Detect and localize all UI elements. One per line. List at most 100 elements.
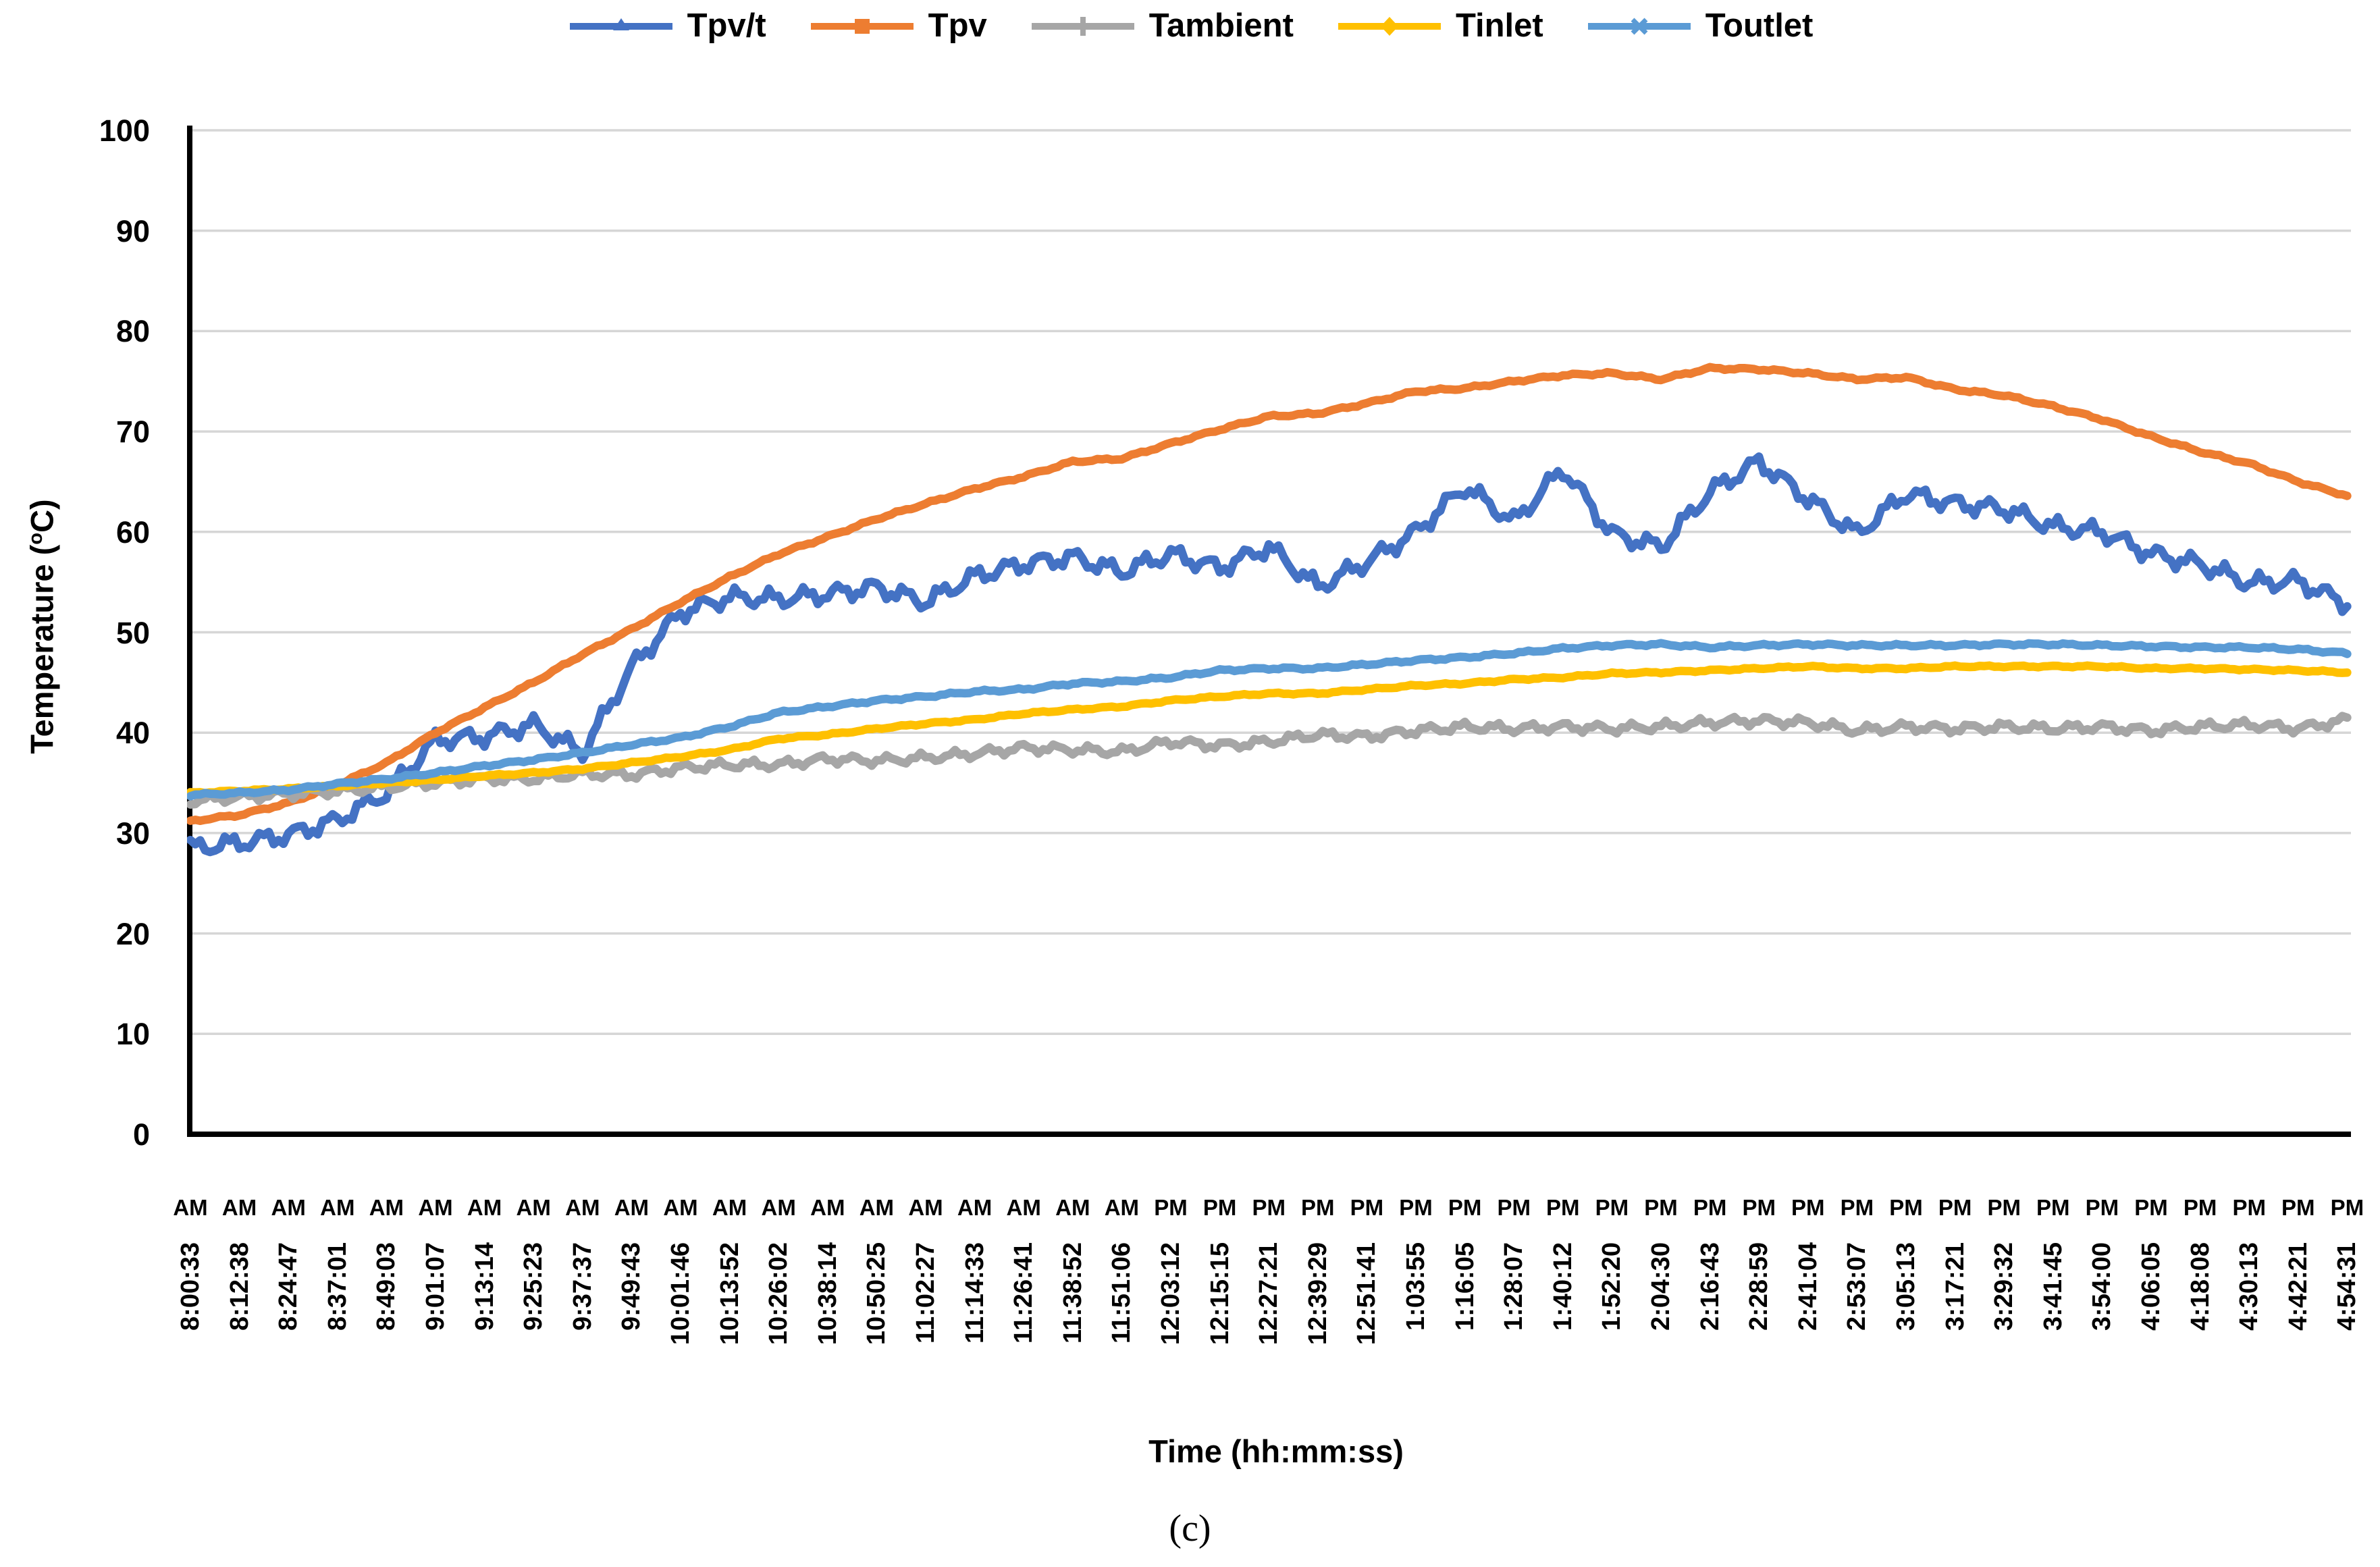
y-tick-label-20: 20 bbox=[115, 916, 150, 951]
x-tick-time-label: 12:27:21 bbox=[1254, 1242, 1284, 1346]
x-tick-time-label: 8:24:47 bbox=[274, 1242, 303, 1331]
x-tick-meridiem-label: PM bbox=[2183, 1195, 2217, 1220]
x-tick-time-label: 3:29:32 bbox=[1990, 1242, 2019, 1331]
x-tick-meridiem-label: AM bbox=[761, 1195, 796, 1220]
plus-marker-icon bbox=[1031, 16, 1134, 36]
x-tick-meridiem-label: AM bbox=[663, 1195, 698, 1220]
x-tick-meridiem-label: AM bbox=[271, 1195, 306, 1220]
x-tick-time-label: 4:06:05 bbox=[2137, 1242, 2165, 1331]
x-tick-time-label: 11:51:06 bbox=[1107, 1242, 1136, 1344]
legend-label: Tpv/t bbox=[687, 7, 766, 44]
x-tick-meridiem-label: PM bbox=[1938, 1195, 1972, 1220]
x-tick-meridiem-label: AM bbox=[320, 1195, 355, 1220]
x-tick-meridiem-label: AM bbox=[810, 1195, 845, 1220]
x-tick-time-label: 8:37:01 bbox=[323, 1242, 352, 1331]
legend-item-tpv: Tpv bbox=[808, 9, 987, 43]
legend-item-tinlet: Tinlet bbox=[1336, 9, 1543, 43]
legend-item-tambient: Tambient bbox=[1029, 9, 1294, 43]
x-tick-meridiem-label: PM bbox=[2134, 1195, 2168, 1220]
series-line-tinlet bbox=[187, 661, 2352, 798]
x-tick-time-label: 1:40:12 bbox=[1548, 1242, 1577, 1331]
x-tick-meridiem-label: PM bbox=[2036, 1195, 2070, 1220]
y-tick-label-10: 10 bbox=[115, 1017, 150, 1052]
x-tick-time-label: 12:15:15 bbox=[1205, 1242, 1234, 1346]
x-tick-time-label: 12:51:41 bbox=[1352, 1242, 1381, 1346]
x-axis-title: Time (hh:mm:ss) bbox=[1148, 1433, 1404, 1469]
x-tick-time-label: 11:26:41 bbox=[1009, 1242, 1038, 1344]
x-tick-meridiem-label: AM bbox=[565, 1195, 600, 1220]
x-tick-meridiem-label: PM bbox=[1693, 1195, 1727, 1220]
legend-item-tpvt: Tpv/t bbox=[567, 9, 766, 43]
legend-label: Tpv bbox=[928, 7, 987, 44]
x-tick-time-label: 11:02:27 bbox=[911, 1242, 940, 1344]
x-tick-time-label: 1:52:20 bbox=[1597, 1242, 1627, 1331]
x-marker-icon bbox=[1587, 18, 1691, 34]
diamond-marker-icon bbox=[1338, 16, 1441, 36]
legend: Tpv/t Tpv Tambient Tinlet Toutlet bbox=[0, 9, 2380, 43]
x-tick-meridiem-label: PM bbox=[1889, 1195, 1923, 1220]
x-tick-meridiem-label: PM bbox=[1252, 1195, 1286, 1220]
x-tick-time-label: 11:38:52 bbox=[1058, 1242, 1087, 1344]
x-tick-time-label: 10:50:25 bbox=[862, 1242, 891, 1346]
square-marker-icon bbox=[810, 18, 914, 34]
x-tick-time-label: 4:54:31 bbox=[2333, 1242, 2362, 1331]
legend-label: Tinlet bbox=[1455, 7, 1543, 44]
x-tick-time-label: 10:38:14 bbox=[813, 1242, 842, 1346]
plot-area bbox=[187, 126, 2352, 1137]
x-tick-time-label: 1:28:07 bbox=[1500, 1242, 1529, 1331]
x-tick-time-label: 9:37:37 bbox=[568, 1242, 597, 1331]
series-line-toutlet bbox=[187, 639, 2352, 801]
x-tick-time-label: 9:01:07 bbox=[421, 1242, 450, 1331]
x-tick-time-label: 1:16:05 bbox=[1450, 1242, 1479, 1331]
y-tick-label-50: 50 bbox=[115, 615, 150, 650]
x-tick-meridiem-label: AM bbox=[467, 1195, 502, 1220]
x-tick-meridiem-label: PM bbox=[1497, 1195, 1531, 1220]
x-tick-time-label: 12:03:12 bbox=[1157, 1242, 1185, 1346]
legend-label: Toutlet bbox=[1705, 7, 1814, 44]
x-tick-time-label: 4:18:08 bbox=[2186, 1242, 2215, 1331]
x-tick-meridiem-label: PM bbox=[2330, 1195, 2364, 1220]
y-tick-label-90: 90 bbox=[115, 213, 150, 248]
y-tick-label-80: 80 bbox=[115, 314, 150, 349]
x-tick-time-label: 3:54:00 bbox=[2088, 1242, 2117, 1331]
y-tick-label-30: 30 bbox=[115, 816, 150, 851]
x-tick-time-label: 8:12:38 bbox=[225, 1242, 254, 1331]
x-tick-meridiem-label: PM bbox=[1301, 1195, 1335, 1220]
figure-caption: (c) bbox=[1169, 1508, 1211, 1549]
x-tick-meridiem-label: AM bbox=[908, 1195, 943, 1220]
x-tick-time-label: 3:17:21 bbox=[1940, 1242, 1969, 1331]
x-tick-time-label: 2:16:43 bbox=[1695, 1242, 1724, 1331]
y-tick-label-60: 60 bbox=[115, 514, 150, 550]
x-tick-meridiem-label: PM bbox=[1399, 1195, 1433, 1220]
x-tick-meridiem-label: PM bbox=[1595, 1195, 1629, 1220]
x-tick-time-label: 4:30:13 bbox=[2235, 1242, 2264, 1331]
x-tick-meridiem-label: PM bbox=[1840, 1195, 1874, 1220]
x-tick-meridiem-label: PM bbox=[1350, 1195, 1384, 1220]
x-tick-time-label: 8:00:33 bbox=[176, 1242, 205, 1331]
x-tick-time-label: 2:28:59 bbox=[1745, 1242, 1774, 1331]
x-tick-time-label: 10:26:02 bbox=[764, 1242, 793, 1346]
x-tick-meridiem-label: AM bbox=[369, 1195, 404, 1220]
series-line-tpv bbox=[187, 363, 2352, 826]
x-tick-meridiem-label: AM bbox=[418, 1195, 453, 1220]
x-tick-time-label: 4:42:21 bbox=[2283, 1242, 2312, 1331]
x-tick-meridiem-label: PM bbox=[2085, 1195, 2119, 1220]
x-tick-meridiem-label: AM bbox=[221, 1195, 257, 1220]
x-tick-time-label: 10:13:52 bbox=[715, 1242, 744, 1346]
x-tick-time-label: 1:03:55 bbox=[1402, 1242, 1430, 1331]
legend-label: Tambient bbox=[1148, 7, 1294, 44]
x-tick-meridiem-label: AM bbox=[614, 1195, 650, 1220]
x-tick-time-label: 12:39:29 bbox=[1303, 1242, 1332, 1346]
x-tick-meridiem-label: PM bbox=[1987, 1195, 2021, 1220]
x-tick-meridiem-label: PM bbox=[2232, 1195, 2266, 1220]
x-tick-time-label: 2:41:04 bbox=[1793, 1242, 1822, 1331]
x-tick-meridiem-label: PM bbox=[1546, 1195, 1580, 1220]
x-tick-meridiem-label: AM bbox=[173, 1195, 208, 1220]
x-tick-meridiem-label: AM bbox=[1006, 1195, 1041, 1220]
x-tick-meridiem-label: AM bbox=[957, 1195, 993, 1220]
x-tick-meridiem-label: PM bbox=[1644, 1195, 1678, 1220]
x-tick-time-label: 3:41:45 bbox=[2038, 1242, 2067, 1331]
x-tick-time-label: 9:49:43 bbox=[617, 1242, 646, 1331]
y-tick-label-0: 0 bbox=[132, 1117, 150, 1152]
